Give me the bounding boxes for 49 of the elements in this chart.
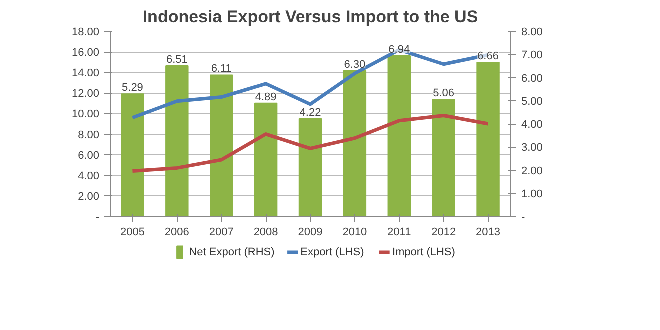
data-label: 4.89 [255,91,277,104]
bar [210,74,234,216]
x-tick-label: 2010 [342,226,368,238]
y2-tick-label: - [522,212,526,224]
bar [166,65,189,216]
bar [432,98,456,216]
y-tick-label: 8.00 [78,129,100,142]
data-label: 6.11 [211,63,232,76]
x-tick-label: 2013 [476,226,501,238]
data-label: 4.22 [300,106,322,119]
legend-label: Net Export (RHS) [189,246,275,258]
y-tick-label: 12.00 [72,88,100,100]
bar [476,62,500,216]
y2-tick-label: 5.00 [522,96,543,108]
x-tick-label: 2006 [164,226,190,238]
legend-label: Export (LHS) [300,246,364,258]
bar [343,70,367,216]
data-label: 6.30 [344,58,366,71]
y-tick-label: 4.00 [78,170,100,182]
bar [254,102,278,216]
x-tick-label: 2007 [209,226,234,238]
x-tick-label: 2005 [120,226,145,238]
x-tick-label: 2011 [388,226,412,238]
y-tick-label: 16.00 [72,47,100,60]
y-tick-label: 18.00 [72,26,100,38]
y2-tick-label: 4.00 [522,119,543,131]
y2-tick-label: 8.00 [522,26,543,38]
bar [388,56,411,216]
y-tick-label: - [96,212,100,224]
legend-label: Import (LHS) [392,246,456,258]
chart-title: Indonesia Export Versus Import to the US [142,8,478,26]
bar [298,118,322,216]
y-tick-label: 6.00 [78,150,100,162]
y2-tick-label: 7.00 [522,50,543,62]
bar [121,94,144,216]
y2-tick-label: 3.00 [522,142,543,154]
y-tick-label: 10.00 [72,108,100,121]
y2-tick-label: 2.00 [522,165,543,178]
y-tick-label: 14.00 [72,68,100,80]
y2-tick-label: 6.00 [522,72,543,85]
x-tick-label: 2009 [298,226,323,238]
x-tick-label: 2012 [432,226,456,238]
x-tick-label: 2008 [254,226,278,238]
data-label: 5.29 [122,82,144,94]
line-series [130,114,490,174]
y2-tick-label: 1.00 [522,188,543,200]
data-label: 5.06 [433,87,455,100]
y-tick-label: 2.00 [78,190,100,203]
data-label: 6.51 [166,54,188,66]
